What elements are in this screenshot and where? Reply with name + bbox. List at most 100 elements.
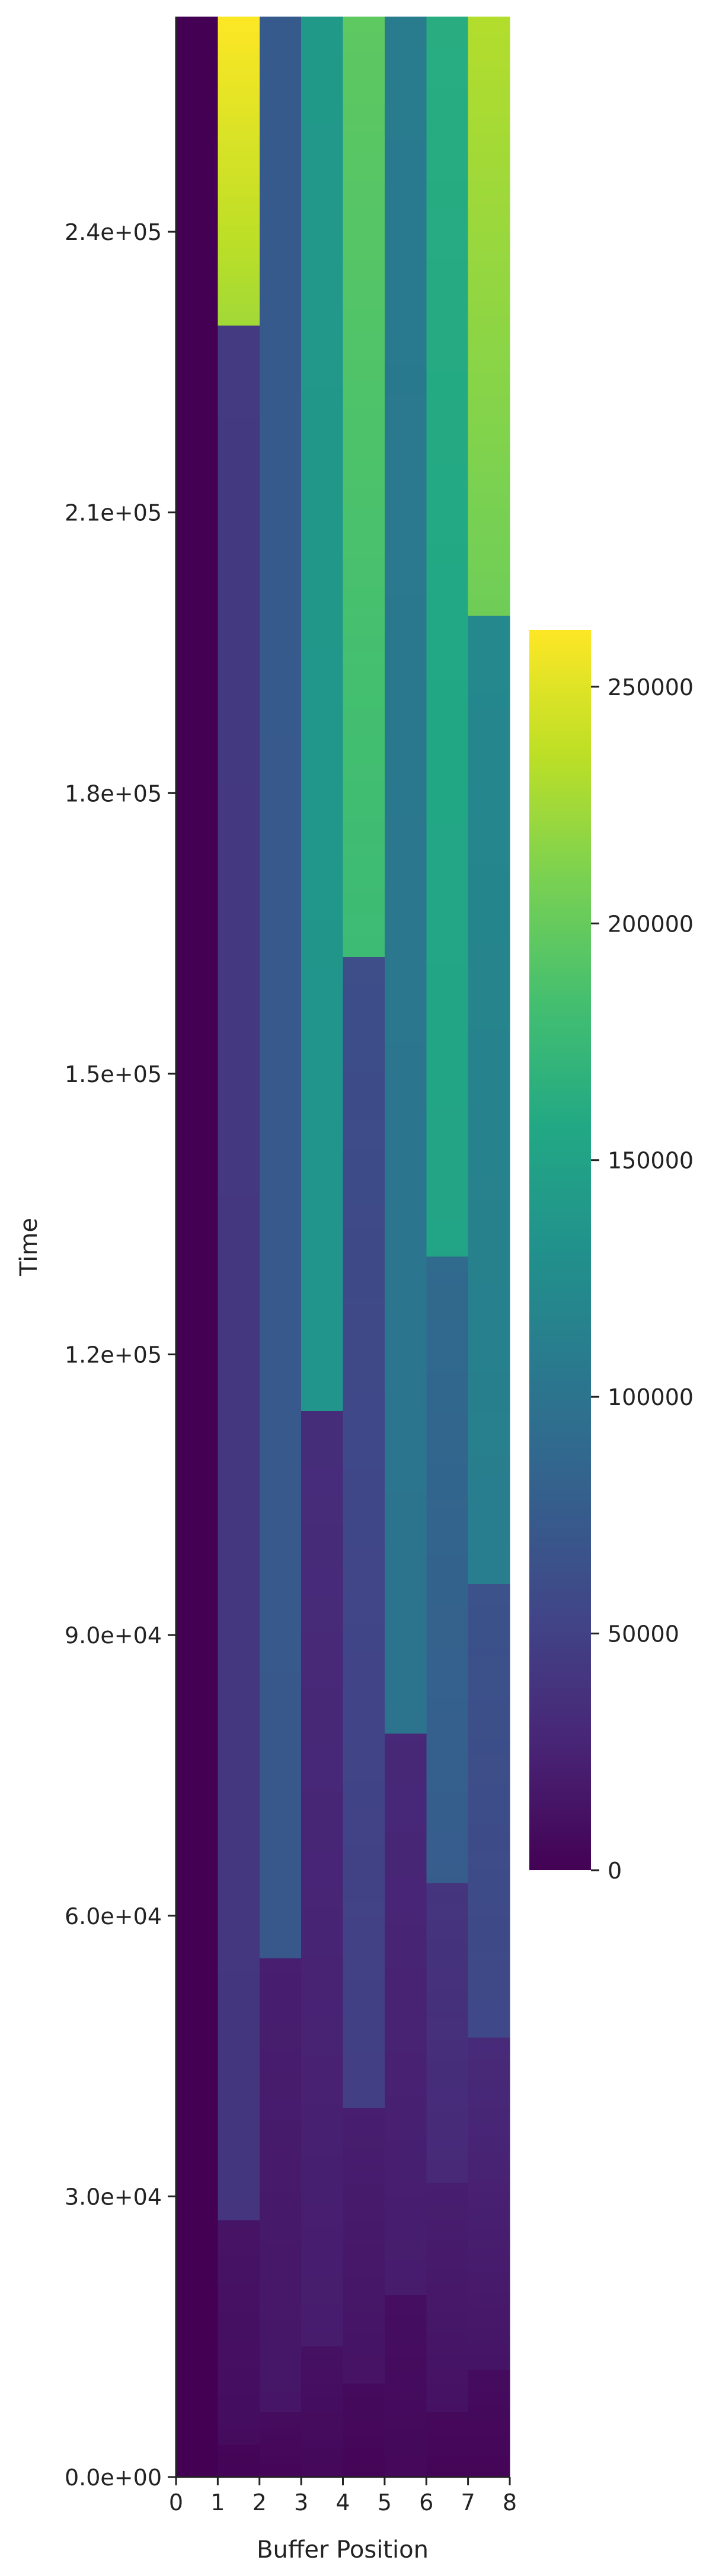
heatmap-cell [384,2449,427,2457]
heatmap-cell [301,1609,344,1617]
heatmap-cell [176,415,218,423]
heatmap-cell [301,31,344,39]
heatmap-cell [384,2209,427,2217]
heatmap-cell [218,1913,260,1921]
heatmap-cell [426,2089,469,2097]
heatmap-cell [343,145,385,152]
heatmap-cell [301,635,344,643]
heatmap-cell [301,2098,344,2105]
heatmap-cell [426,152,469,160]
heatmap-cell [384,2315,427,2324]
heatmap-cell [301,379,344,387]
heatmap-cell [176,1169,218,1176]
heatmap-cell [384,928,427,936]
heatmap-cell [176,1382,218,1390]
heatmap-cell [426,1683,469,1691]
heatmap-cell [259,485,302,494]
heatmap-cell [259,2184,302,2193]
heatmap-cell [426,123,469,131]
heatmap-cell [301,479,344,487]
heatmap-cell [176,657,218,664]
heatmap-cell [259,436,302,444]
heatmap-cell [301,1161,344,1169]
heatmap-cell [259,1332,302,1340]
heatmap-cell [426,1284,469,1292]
heatmap-cell [468,95,510,103]
heatmap-cell [259,1474,302,1482]
heatmap-cell [218,418,260,425]
heatmap-cell [176,1972,218,1980]
heatmap-cell [176,2264,218,2271]
heatmap-cell [343,600,385,609]
heatmap-cell [384,2337,427,2344]
heatmap-cell [176,2271,218,2279]
heatmap-cell [343,109,385,117]
heatmap-cell [384,38,427,46]
heatmap-cell [259,1182,302,1191]
heatmap-cell [218,368,260,376]
heatmap-cell [176,1005,218,1013]
heatmap-cell [343,2462,385,2471]
heatmap-cell [384,2266,427,2274]
heatmap-cell [343,2100,385,2108]
heatmap-cell [343,423,385,430]
heatmap-cell [426,1227,469,1236]
heatmap-cell [259,592,302,600]
heatmap-cell [259,1623,302,1631]
heatmap-cell [468,1170,510,1179]
heatmap-cell [176,2079,218,2087]
heatmap-cell [218,788,260,796]
heatmap-cell [301,692,344,700]
heatmap-cell [343,408,385,416]
heatmap-cell [176,2008,218,2015]
heatmap-cell [176,927,218,935]
heatmap-cell [259,578,302,586]
heatmap-cell [384,2074,427,2082]
heatmap-cell [218,888,260,896]
heatmap-cell [218,1935,260,1943]
heatmap-cell [301,1885,344,1893]
heatmap-cell [176,1631,218,1639]
heatmap-cell [384,437,427,444]
heatmap-cell [259,500,302,508]
heatmap-cell [218,2297,260,2305]
heatmap-cell [468,1185,510,1193]
heatmap-cell [218,2027,260,2035]
heatmap-cell [301,2303,344,2311]
heatmap-cell [468,636,510,645]
heatmap-cell [218,1315,260,1323]
heatmap-cell [218,340,260,347]
heatmap-cell [426,1519,469,1528]
heatmap-cell [176,1161,218,1169]
heatmap-cell [259,108,302,117]
heatmap-cell [384,1868,427,1876]
heatmap-cell [468,1697,510,1705]
heatmap-cell [218,781,260,789]
heatmap-cell [259,727,302,735]
heatmap-cell [218,1351,260,1359]
heatmap-cell [218,2105,260,2114]
heatmap-cell [259,663,302,671]
heatmap-cell [343,543,385,552]
heatmap-cell [384,116,427,124]
heatmap-cell [343,2270,385,2278]
heatmap-cell [343,1148,385,1156]
heatmap-cell [426,258,469,267]
heatmap-cell [176,1723,218,1731]
heatmap-cell [218,425,260,433]
heatmap-cell [218,1450,260,1458]
heatmap-cell [426,722,469,729]
heatmap-cell [343,372,385,380]
heatmap-cell [384,2322,427,2330]
heatmap-cell [426,1356,469,1364]
x-tick-label: 2 [253,2489,267,2516]
heatmap-cell [468,2094,510,2101]
heatmap-cell [176,1794,218,1802]
heatmap-cell [218,296,260,305]
heatmap-cell [343,1283,385,1291]
heatmap-cell [426,636,469,644]
heatmap-cell [468,394,510,402]
heatmap-cell [343,1468,385,1476]
heatmap-cell [384,237,427,245]
heatmap-cell [343,2171,385,2179]
